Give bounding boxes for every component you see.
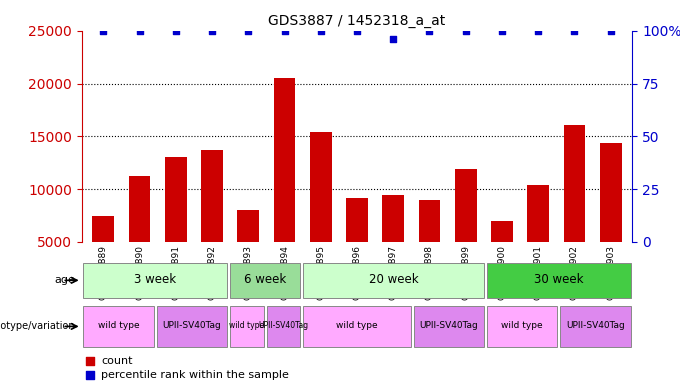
Bar bbox=[303, 306, 411, 347]
Text: wild type: wild type bbox=[97, 321, 139, 330]
Point bbox=[424, 28, 435, 34]
Bar bbox=[165, 157, 187, 295]
Title: GDS3887 / 1452318_a_at: GDS3887 / 1452318_a_at bbox=[269, 14, 445, 28]
Text: wild type: wild type bbox=[501, 321, 543, 330]
Text: count: count bbox=[101, 356, 133, 366]
Bar bbox=[346, 198, 368, 295]
Bar bbox=[273, 78, 295, 295]
Point bbox=[279, 28, 290, 34]
Bar bbox=[560, 306, 631, 347]
Bar bbox=[413, 306, 484, 347]
Bar bbox=[156, 306, 227, 347]
Text: wild type: wild type bbox=[229, 321, 265, 330]
Text: 30 week: 30 week bbox=[534, 273, 583, 286]
Text: UPII-SV40Tag: UPII-SV40Tag bbox=[258, 321, 309, 330]
Bar bbox=[92, 215, 114, 295]
Bar bbox=[382, 195, 404, 295]
Point bbox=[171, 28, 182, 34]
Text: UPII-SV40Tag: UPII-SV40Tag bbox=[420, 321, 478, 330]
Bar bbox=[129, 177, 150, 295]
Point bbox=[388, 36, 398, 42]
Bar bbox=[83, 306, 154, 347]
Text: 6 week: 6 week bbox=[244, 273, 286, 286]
Bar bbox=[527, 185, 549, 295]
Bar bbox=[83, 263, 227, 298]
Point bbox=[496, 28, 507, 34]
Point bbox=[426, 188, 437, 194]
Point bbox=[569, 28, 580, 34]
Point bbox=[207, 28, 218, 34]
Bar bbox=[487, 306, 558, 347]
Text: wild type: wild type bbox=[336, 321, 378, 330]
Bar bbox=[237, 210, 259, 295]
Bar bbox=[487, 263, 631, 298]
Point bbox=[98, 28, 109, 34]
Bar bbox=[201, 150, 223, 295]
Bar bbox=[310, 132, 332, 295]
Bar bbox=[230, 263, 301, 298]
Text: UPII-SV40Tag: UPII-SV40Tag bbox=[163, 321, 221, 330]
Bar bbox=[491, 221, 513, 295]
Bar bbox=[267, 306, 301, 347]
Point bbox=[426, 319, 437, 326]
Point bbox=[352, 28, 362, 34]
Text: 20 week: 20 week bbox=[369, 273, 418, 286]
Point bbox=[243, 28, 254, 34]
Bar bbox=[230, 306, 264, 347]
Bar bbox=[564, 125, 585, 295]
Text: UPII-SV40Tag: UPII-SV40Tag bbox=[566, 321, 625, 330]
Point bbox=[605, 28, 616, 34]
Text: age: age bbox=[54, 275, 75, 285]
Bar bbox=[303, 263, 484, 298]
Point bbox=[532, 28, 543, 34]
Bar bbox=[455, 169, 477, 295]
Point bbox=[134, 28, 145, 34]
Bar bbox=[600, 143, 622, 295]
Text: genotype/variation: genotype/variation bbox=[0, 321, 75, 331]
Text: 3 week: 3 week bbox=[134, 273, 176, 286]
Bar bbox=[419, 200, 441, 295]
Text: percentile rank within the sample: percentile rank within the sample bbox=[101, 370, 289, 380]
Point bbox=[460, 28, 471, 34]
Point bbox=[316, 28, 326, 34]
